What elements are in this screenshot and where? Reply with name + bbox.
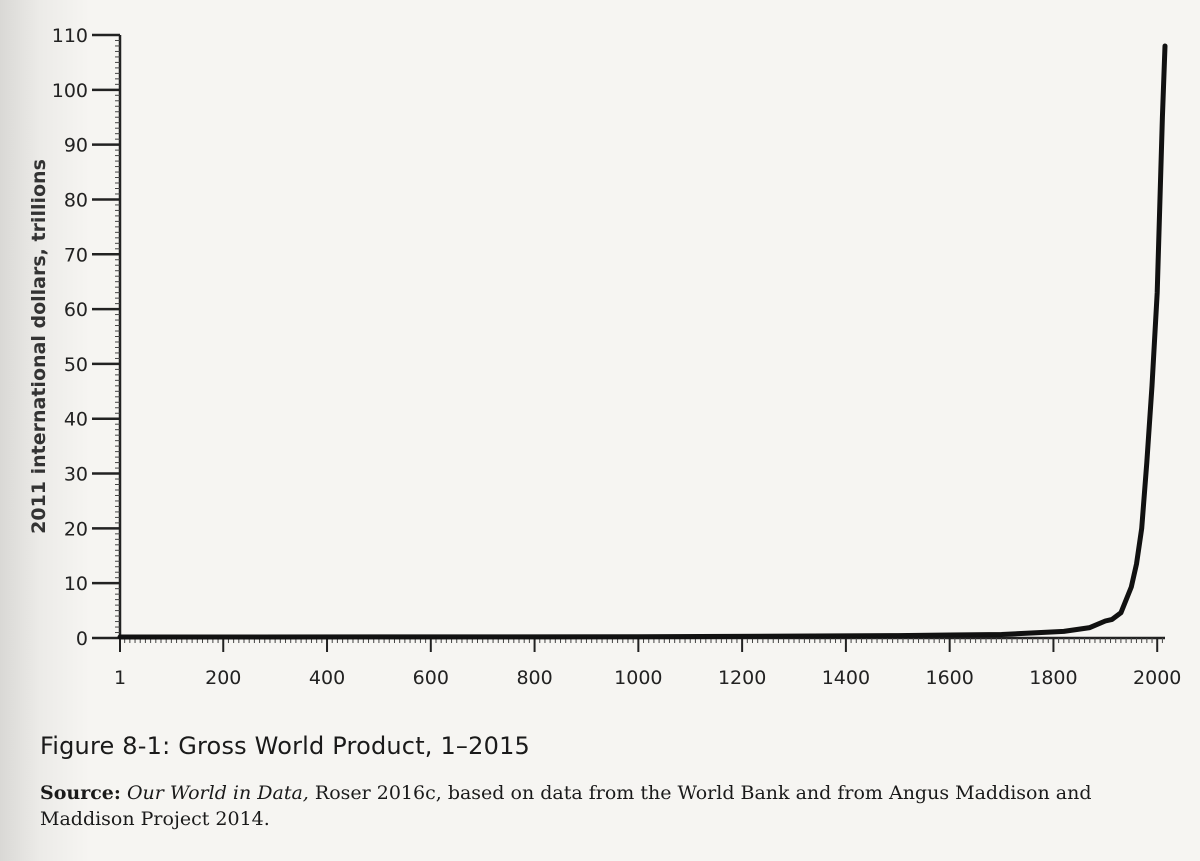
figure-caption: Figure 8-1: Gross World Product, 1–2015 (40, 732, 531, 760)
gross-world-product-chart: 0 10 20 30 40 50 60 70 80 90 100 110 2011 internatio… (28, 25, 1181, 689)
x-tick-label: 400 (309, 667, 345, 689)
x-tick-label: 1 (114, 667, 126, 689)
x-tick-label: 200 (205, 667, 241, 689)
y-tick-label: 60 (64, 299, 88, 321)
x-tick-label: 1800 (1029, 667, 1077, 689)
y-tick-label: 30 (64, 464, 88, 486)
y-tick-label: 110 (52, 25, 88, 47)
y-tick-label: 80 (64, 189, 88, 211)
x-tick-label: 1400 (822, 667, 870, 689)
x-tick-label: 800 (516, 667, 552, 689)
y-tick-label: 0 (76, 628, 88, 650)
x-tick-label: 600 (413, 667, 449, 689)
y-tick-label: 40 (64, 409, 88, 431)
x-tick-label: 2000 (1133, 667, 1181, 689)
x-tick-label: 1200 (718, 667, 766, 689)
y-tick-label: 70 (64, 244, 88, 266)
y-tick-label: 50 (64, 354, 88, 376)
y-tick-label: 100 (52, 80, 88, 102)
source-title: Our World in Data, (126, 782, 309, 804)
figure-source: Source: Our World in Data, Roser 2016c, … (40, 780, 1160, 832)
y-tick-label: 10 (64, 573, 88, 595)
source-text: Roser 2016c, based on data from the Worl… (40, 782, 1092, 830)
source-label: Source: (40, 782, 121, 804)
y-tick-label: 20 (64, 518, 88, 540)
y-axis-title: 2011 international dollars, trillions (28, 159, 50, 534)
x-tick-label: 1600 (925, 667, 973, 689)
y-tick-label: 90 (64, 135, 88, 157)
gwp-series-line (117, 43, 1168, 640)
x-tick-label: 1000 (614, 667, 662, 689)
